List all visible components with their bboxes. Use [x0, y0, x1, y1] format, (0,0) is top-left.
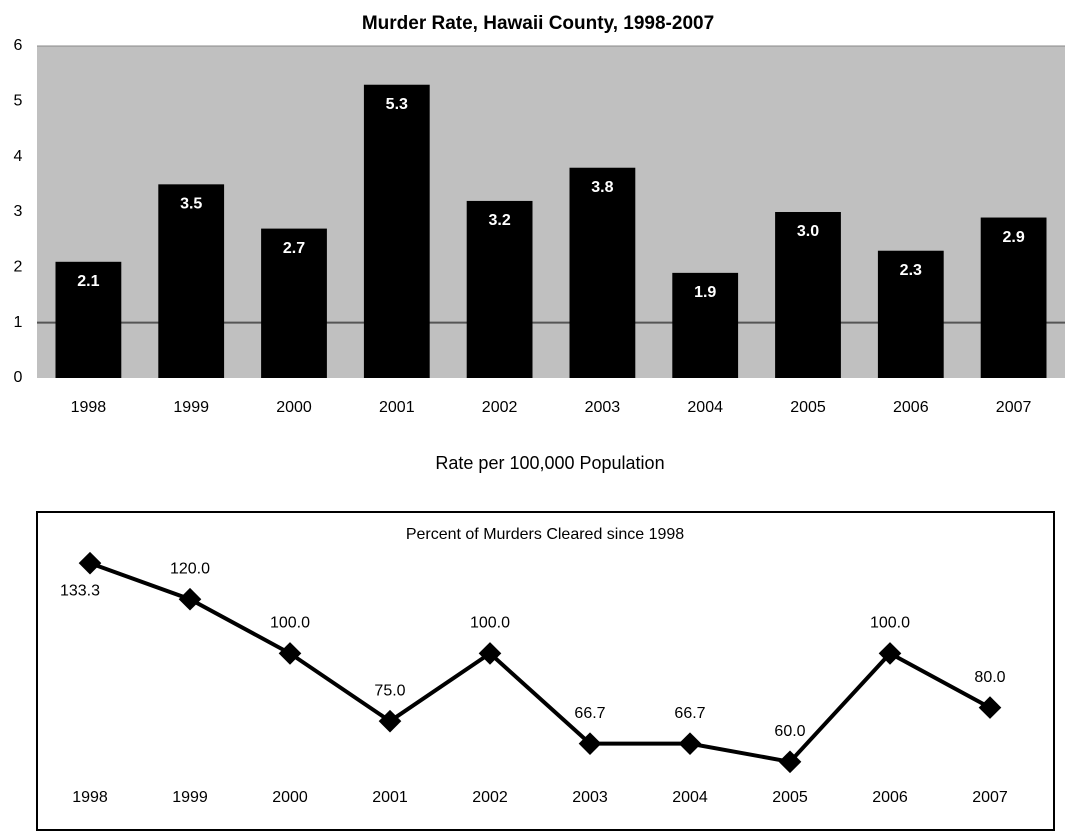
- line: [89, 561, 991, 764]
- x-tick-label: 2003: [572, 789, 608, 806]
- data-label: 3.5: [180, 196, 202, 213]
- x-tick-label: 2006: [872, 789, 908, 806]
- x-tick-label: 2003: [585, 399, 621, 416]
- y-tick-label: 4: [14, 148, 23, 165]
- x-tick-label: 2007: [972, 789, 1008, 806]
- data-label: 100.0: [470, 615, 510, 632]
- data-label: 66.7: [674, 705, 705, 722]
- data-label: 3.8: [591, 179, 613, 196]
- x-tick-label: 2002: [482, 399, 518, 416]
- x-tick-label: 2001: [379, 399, 415, 416]
- bar: [158, 184, 225, 378]
- data-label: 2.1: [77, 273, 99, 290]
- marker: [378, 709, 402, 733]
- bar: [877, 250, 944, 378]
- data-label: 1.9: [694, 284, 716, 301]
- x-tick-label: 2000: [272, 789, 308, 806]
- x-tick-label: 2000: [276, 399, 312, 416]
- x-axis-title: Rate per 100,000 Population: [435, 453, 664, 473]
- marker: [78, 551, 102, 575]
- x-tick-label: 2006: [893, 399, 929, 416]
- data-label: 80.0: [974, 669, 1005, 686]
- x-tick-label: 2001: [372, 789, 408, 806]
- bar: [672, 272, 739, 378]
- chart-title: Murder Rate, Hawaii County, 1998-2007: [362, 13, 714, 34]
- x-tick-label: 1998: [72, 789, 108, 806]
- y-tick-label: 3: [14, 203, 23, 220]
- marker: [678, 732, 702, 755]
- data-label: 66.7: [574, 705, 605, 722]
- bar: [261, 228, 327, 378]
- bar: [569, 167, 636, 378]
- x-tick-label: 1999: [173, 399, 209, 416]
- x-tick-label: 2004: [672, 789, 708, 806]
- y-tick-label: 2: [14, 259, 23, 276]
- x-tick-label: 1999: [172, 789, 208, 806]
- x-tick-label: 2005: [790, 399, 826, 416]
- bar: [466, 200, 533, 378]
- bar: [55, 261, 122, 378]
- y-tick-label: 5: [14, 93, 23, 110]
- marker: [778, 750, 802, 774]
- data-label: 2.9: [1002, 229, 1024, 246]
- bar: [363, 84, 430, 378]
- marker: [878, 642, 902, 665]
- x-tick-label: 2005: [772, 789, 808, 806]
- x-tick-label: 2007: [996, 399, 1032, 416]
- x-tick-label: 2002: [472, 789, 508, 806]
- marker: [578, 732, 602, 755]
- y-tick-label: 6: [14, 37, 23, 54]
- data-label: 120.0: [170, 560, 210, 577]
- bar: [775, 212, 841, 378]
- data-label: 2.7: [283, 240, 305, 257]
- data-label: 3.0: [797, 223, 819, 240]
- data-label: 2.3: [900, 262, 922, 279]
- data-label: 100.0: [270, 615, 310, 632]
- data-label: 100.0: [870, 615, 910, 632]
- marker: [978, 696, 1002, 719]
- data-label: 3.2: [488, 212, 510, 229]
- data-label: 75.0: [374, 682, 405, 699]
- data-label: 60.0: [774, 723, 805, 740]
- data-label: 5.3: [386, 96, 408, 113]
- marker: [178, 587, 202, 611]
- marker: [278, 642, 302, 665]
- y-tick-label: 0: [14, 369, 23, 386]
- data-label: 133.3: [60, 582, 100, 599]
- marker: [478, 642, 502, 665]
- chart-title: Percent of Murders Cleared since 1998: [406, 526, 684, 543]
- bar: [980, 217, 1047, 378]
- y-tick-label: 1: [14, 314, 23, 331]
- x-tick-label: 1998: [71, 399, 107, 416]
- chart-frame: [36, 511, 1055, 831]
- x-tick-label: 2004: [687, 399, 723, 416]
